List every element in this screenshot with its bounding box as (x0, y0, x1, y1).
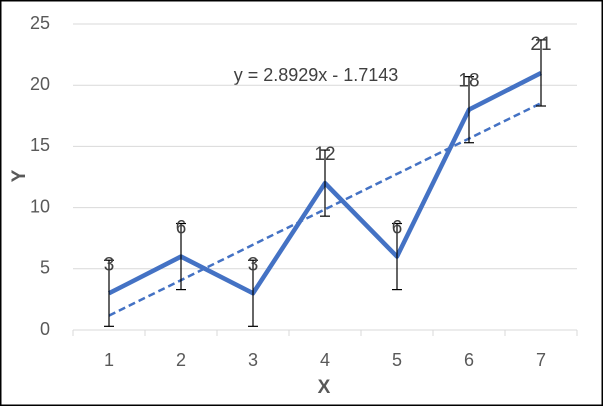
x-tick-label: 7 (536, 350, 546, 370)
y-tick-label: 25 (30, 13, 50, 33)
x-tick-label: 1 (104, 350, 114, 370)
data-label: 21 (530, 34, 551, 55)
y-axis-title: Y (9, 169, 30, 182)
data-label: 6 (392, 218, 403, 239)
x-axis-title: X (318, 377, 331, 398)
y-tick-label: 20 (30, 74, 50, 94)
data-label: 12 (314, 144, 335, 165)
data-label: 3 (248, 254, 259, 275)
data-label: 3 (104, 254, 115, 275)
x-tick-label: 2 (176, 350, 186, 370)
y-tick-label: 5 (40, 258, 50, 278)
y-tick-label: 10 (30, 196, 50, 216)
x-tick-label: 4 (320, 350, 330, 370)
x-tick-label: 5 (392, 350, 402, 370)
y-tick-label: 0 (40, 319, 50, 339)
trendline-equation: y = 2.8929x - 1.7143 (234, 65, 399, 85)
data-label: 6 (176, 218, 187, 239)
x-tick-label: 6 (464, 350, 474, 370)
x-tick-label: 3 (248, 350, 258, 370)
y-tick-label: 15 (30, 135, 50, 155)
data-label: 18 (458, 71, 479, 92)
